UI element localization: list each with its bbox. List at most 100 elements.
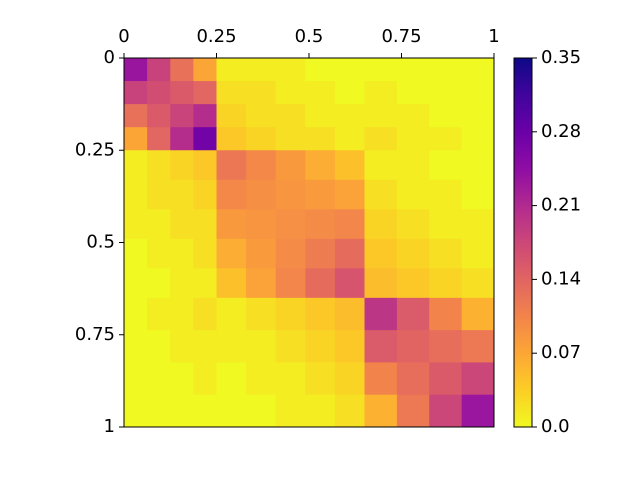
heatmap-cell: [216, 81, 247, 105]
heatmap-cell: [334, 104, 365, 128]
heatmap-cell: [364, 127, 398, 151]
heatmap-cell: [147, 150, 171, 181]
heatmap-cell: [461, 268, 495, 299]
heatmap-cell: [275, 179, 306, 210]
heatmap-cell: [147, 127, 171, 151]
heatmap-cell: [170, 268, 194, 299]
heatmap-cell: [305, 58, 336, 82]
colorbar-tick-label: 0.35: [541, 47, 581, 68]
heatmap-cell: [246, 104, 277, 128]
heatmap-cell: [396, 81, 430, 105]
heatmap-cell: [124, 150, 148, 181]
heatmap-cell: [461, 127, 495, 151]
x-tick-label: 0.5: [295, 26, 324, 47]
heatmap-cell: [147, 394, 171, 428]
heatmap-cell: [396, 297, 430, 331]
heatmap-cell: [429, 179, 463, 210]
heatmap-cell: [124, 268, 148, 299]
heatmap-cell: [305, 330, 336, 363]
heatmap-cell: [461, 104, 495, 128]
heatmap-cell: [170, 394, 194, 428]
heatmap-cell: [147, 104, 171, 128]
heatmap-cell: [305, 238, 336, 269]
y-tick-label: 0.5: [86, 232, 115, 253]
heatmap-cell: [246, 238, 277, 269]
heatmap-cell: [429, 127, 463, 151]
heatmap-cell: [147, 209, 171, 240]
heatmap-cell: [461, 179, 495, 210]
heatmap-cell: [216, 127, 247, 151]
heatmap-cell: [461, 209, 495, 240]
heatmap-cell: [334, 394, 365, 428]
heatmap-cell: [193, 104, 217, 128]
heatmap-cell: [305, 209, 336, 240]
y-tick-label: 1: [104, 416, 115, 437]
colorbar-tick-label: 0.28: [541, 121, 581, 142]
heatmap-cell: [193, 58, 217, 82]
heatmap-cell: [170, 150, 194, 181]
heatmap-cell: [364, 297, 398, 331]
heatmap-cell: [429, 150, 463, 181]
heatmap-cell: [334, 127, 365, 151]
heatmap-cell: [170, 81, 194, 105]
heatmap-cell: [305, 362, 336, 396]
heatmap-cell: [275, 330, 306, 363]
heatmap-cell: [216, 394, 247, 428]
heatmap-cell: [461, 297, 495, 331]
heatmap-cell: [216, 268, 247, 299]
colorbar-tick-label: 0.0: [541, 416, 570, 437]
heatmap-cell: [170, 104, 194, 128]
heatmap-cell: [305, 179, 336, 210]
heatmap-cell: [246, 362, 277, 396]
heatmap-cell: [364, 104, 398, 128]
heatmap-cell: [396, 209, 430, 240]
heatmap-cell: [147, 330, 171, 363]
heatmap-cell: [305, 150, 336, 181]
heatmap-cell: [461, 394, 495, 428]
heatmap-cell: [364, 330, 398, 363]
heatmap-cell: [193, 362, 217, 396]
heatmap-cell: [334, 81, 365, 105]
y-tick-label: 0: [104, 47, 115, 68]
heatmap-cell: [216, 209, 247, 240]
heatmap-cell: [275, 81, 306, 105]
heatmap-cell: [246, 150, 277, 181]
heatmap-cell: [275, 394, 306, 428]
heatmap-cell: [364, 394, 398, 428]
heatmap-cell: [246, 268, 277, 299]
heatmap-cell: [429, 297, 463, 331]
heatmap-cell: [334, 179, 365, 210]
heatmap-cell: [170, 58, 194, 82]
heatmap-cell: [364, 58, 398, 82]
heatmap-cell: [124, 127, 148, 151]
heatmap-cell: [334, 268, 365, 299]
heatmap-cell: [461, 330, 495, 363]
heatmap-cell: [396, 362, 430, 396]
heatmap-cell: [170, 362, 194, 396]
heatmap-cell: [461, 238, 495, 269]
heatmap-cell: [246, 394, 277, 428]
heatmap-cell: [429, 330, 463, 363]
heatmap-cell: [429, 209, 463, 240]
heatmap-cell: [147, 81, 171, 105]
heatmap-cell: [305, 104, 336, 128]
heatmap-cell: [396, 394, 430, 428]
heatmap-cell: [305, 394, 336, 428]
colorbar-tick-label: 0.14: [541, 268, 581, 289]
heatmap-cell: [364, 209, 398, 240]
heatmap-cell: [124, 362, 148, 396]
heatmap-cell: [334, 297, 365, 331]
heatmap-cell: [334, 362, 365, 396]
heatmap-cell: [246, 127, 277, 151]
y-tick-label: 0.75: [75, 324, 115, 345]
heatmap-cell: [216, 362, 247, 396]
heatmap-cell: [305, 81, 336, 105]
heatmap-cell: [124, 297, 148, 331]
heatmap-cell: [170, 209, 194, 240]
heatmap-cell: [305, 297, 336, 331]
heatmap-cell: [429, 58, 463, 82]
heatmap-cell: [364, 268, 398, 299]
heatmap-cell: [275, 104, 306, 128]
heatmap-cell: [246, 297, 277, 331]
x-tick-label: 0.25: [196, 26, 236, 47]
